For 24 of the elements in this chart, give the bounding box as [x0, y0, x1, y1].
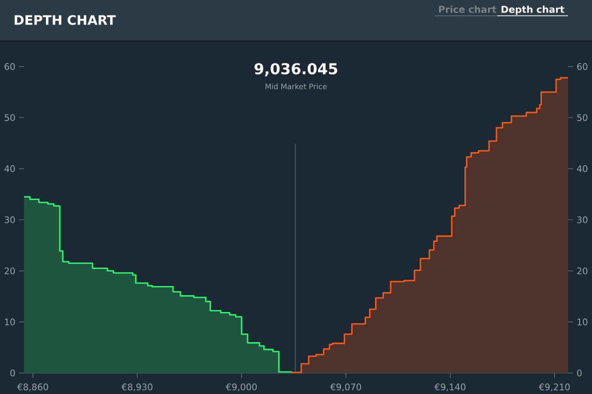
x-tick-label: €9,070 [330, 384, 362, 392]
y-tick-label: 0 [10, 370, 15, 376]
x-tick-label: €8,930 [122, 384, 152, 392]
chart-title: DEPTH CHART [14, 15, 116, 25]
y2-tick-label: 0 [577, 370, 582, 376]
x-tick-label: €9,140 [434, 384, 466, 392]
y2-tick-label: 50 [577, 114, 588, 122]
y2-tick-label: 40 [576, 165, 588, 172]
y-tick-label: 50 [4, 114, 15, 122]
y2-tick-label: 60 [577, 63, 588, 70]
x-tick-label: €9,210 [538, 384, 570, 392]
annotation: 9,036.045 [254, 63, 338, 76]
x-tick-label: €9,000 [226, 384, 257, 392]
y-tick-label: 40 [4, 165, 15, 172]
x-tick-label: €8,860 [17, 384, 48, 392]
y2-tick-label: 10 [578, 318, 588, 326]
y-tick-label: 60 [4, 63, 15, 70]
text: Depth chart [502, 6, 564, 15]
y2-tick-label: 30 [577, 216, 588, 224]
y2-tick-label: 20 [577, 267, 588, 274]
y-tick-label: 10 [5, 318, 15, 326]
text: Price chart [439, 6, 496, 13]
y-tick-label: 20 [4, 267, 15, 274]
y-tick-label: 30 [4, 216, 15, 224]
